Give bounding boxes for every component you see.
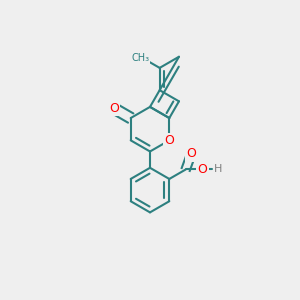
Text: O: O — [197, 163, 207, 176]
Text: CH₃: CH₃ — [131, 53, 149, 63]
Text: H: H — [214, 164, 222, 175]
Text: O: O — [164, 134, 174, 147]
Text: O: O — [187, 147, 196, 160]
Text: O: O — [109, 102, 119, 115]
